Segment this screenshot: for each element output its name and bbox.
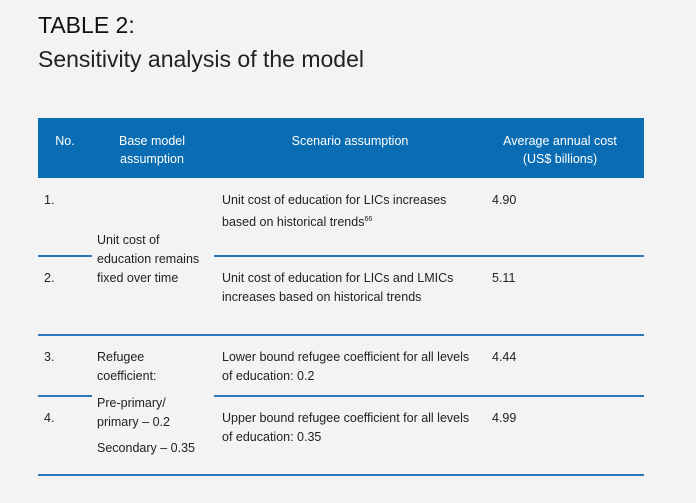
scenario-text: Unit cost of education for LICs increase… [222, 193, 447, 230]
row-rule [38, 474, 644, 476]
scenario-cell: Lower bound refugee coefficient for all … [222, 350, 470, 383]
column-header: No. [55, 134, 75, 148]
base-assumption: Secondary – 0.35 [97, 441, 195, 455]
row-number: 4. [44, 411, 55, 425]
column-header: Base model assumption [118, 134, 185, 166]
column-header: Average annual cost (US$ billions) [503, 134, 617, 166]
row-number: 2. [44, 271, 55, 285]
table-title: TABLE 2: [38, 12, 135, 38]
base-assumption: Unit cost of education remains fixed ove… [97, 233, 200, 285]
row-number: 1. [44, 193, 55, 207]
cost-cell: 4.44 [492, 350, 517, 364]
base-assumption: Refugee coefficient: [97, 350, 157, 383]
row-number: 3. [44, 350, 55, 364]
scenario-cell: Upper bound refugee coefficient for all … [222, 411, 470, 444]
cost-cell: 4.90 [492, 193, 517, 207]
cost-cell: 4.99 [492, 411, 517, 425]
column-header: Scenario assumption [291, 134, 409, 148]
footnote: 66 [364, 216, 373, 223]
row-rule [214, 255, 644, 257]
row-rule [214, 395, 644, 397]
row-rule [38, 334, 644, 336]
scenario-cell: Unit cost of education for LICs increase… [222, 191, 477, 232]
table-subtitle: Sensitivity analysis of the model [38, 46, 364, 72]
base-assumption: Pre-primary/ primary – 0.2 [97, 396, 170, 429]
table-header [38, 118, 644, 178]
cost-cell: 5.11 [492, 271, 516, 285]
row-rule [38, 255, 92, 257]
scenario-cell: Unit cost of education for LICs and LMIC… [222, 271, 454, 304]
row-rule [38, 395, 92, 397]
